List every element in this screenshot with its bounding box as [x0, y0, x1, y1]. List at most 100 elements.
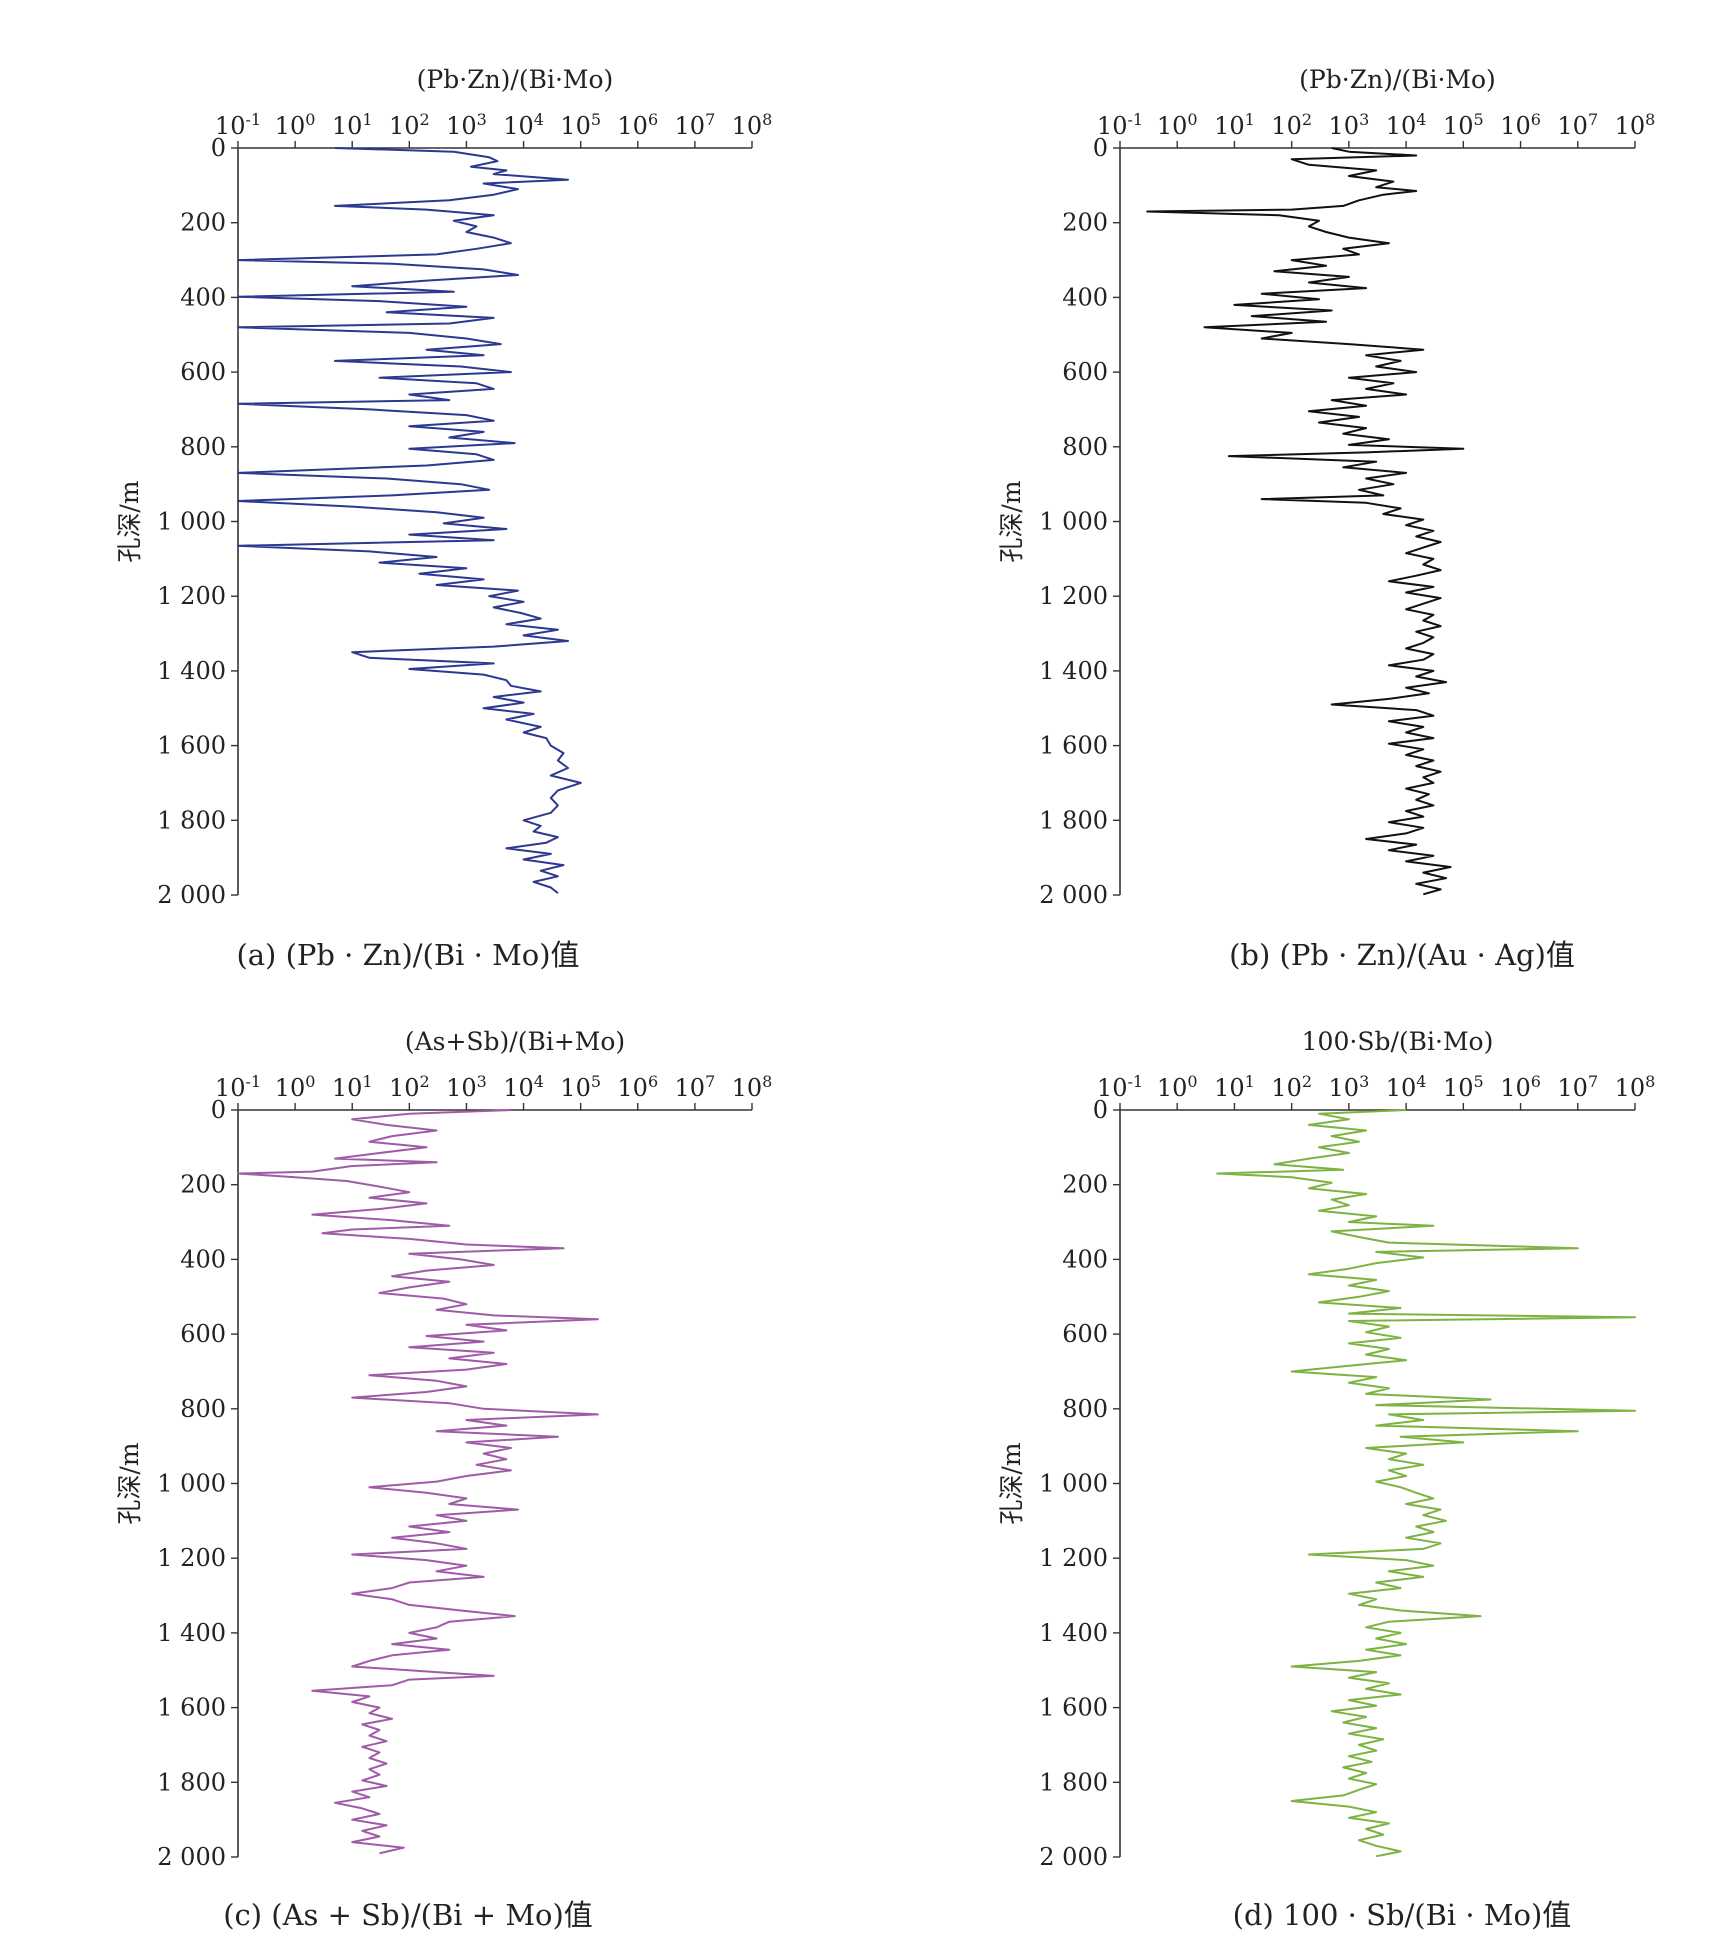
x-tick-label: 106: [1500, 110, 1541, 140]
x-tick-label: 104: [503, 1072, 544, 1102]
x-tick-label: 106: [617, 110, 658, 140]
y-tick-label: 1 000: [157, 508, 226, 536]
series-line-c: [237, 1109, 599, 1855]
y-tick-label: 200: [180, 1171, 226, 1199]
y-tick-label: 200: [180, 209, 226, 237]
x-tick-label: 102: [1271, 1072, 1312, 1102]
y-tick-label: 800: [180, 1395, 226, 1423]
y-tick-label: 0: [1093, 134, 1108, 162]
y-tick-label: 200: [1062, 1171, 1108, 1199]
y-tick-label: 1 400: [1039, 1619, 1108, 1647]
x-tick-label: 101: [1214, 110, 1255, 140]
y-tick-label: 1 800: [157, 806, 226, 834]
x-tick-label: 106: [1500, 1072, 1541, 1102]
y-tick-label: 1 200: [1039, 1544, 1108, 1572]
x-tick-label: 101: [332, 1072, 373, 1102]
y-tick-label: 1 800: [157, 1768, 226, 1796]
x-tick-label: 104: [1386, 1072, 1427, 1102]
y-tick-label: 2 000: [157, 881, 226, 909]
x-tick-label: 105: [560, 1072, 601, 1102]
y-tick-label: 600: [180, 358, 226, 386]
x-tick-label: 100: [275, 1072, 316, 1102]
y-tick-label: 1 000: [1039, 1470, 1108, 1498]
y-tick-label: 600: [1062, 1320, 1108, 1348]
x-tick-label: 10-1: [1097, 110, 1143, 140]
x-tick-label: 104: [503, 110, 544, 140]
y-tick-label: 400: [1062, 1245, 1108, 1273]
panel-caption-b: (b) (Pb · Zn)/(Au · Ag)值: [1229, 938, 1575, 972]
panel-caption-c: (c) (As + Sb)/(Bi + Mo)值: [223, 1898, 593, 1932]
y-tick-label: 1 600: [1039, 732, 1108, 760]
y-tick-label: 1 800: [1039, 1768, 1108, 1796]
y-tick-label: 1 600: [157, 1694, 226, 1722]
y-tick-label: 2 000: [157, 1843, 226, 1871]
y-tick-label: 1 600: [1039, 1694, 1108, 1722]
panel-caption-d: (d) 100 · Sb/(Bi · Mo)值: [1233, 1898, 1572, 1932]
x-tick-label: 10-1: [1097, 1072, 1143, 1102]
y-tick-label: 800: [1062, 433, 1108, 461]
x-tick-label: 106: [617, 1072, 658, 1102]
x-tick-label: 105: [1443, 1072, 1484, 1102]
x-tick-label: 100: [275, 110, 316, 140]
chart-panel-d: 10-1 100 101 102 103 104 105 106 107 108 100·Sb/(B…: [997, 1027, 1655, 1932]
x-tick-label: 105: [1443, 110, 1484, 140]
x-tick-label: 107: [675, 110, 716, 140]
x-tick-label: 107: [675, 1072, 716, 1102]
y-tick-label: 0: [211, 134, 226, 162]
y-tick-label: 400: [180, 283, 226, 311]
x-tick-label: 100: [1157, 110, 1198, 140]
y-tick-label: 1 400: [1039, 657, 1108, 685]
y-axis-title: 孔深/m: [997, 1442, 1026, 1524]
x-tick-label: 10-1: [215, 110, 261, 140]
y-tick-label: 1 000: [157, 1470, 226, 1498]
x-axis-title: 100·Sb/(Bi·Mo): [1302, 1027, 1494, 1056]
chart-panel-b: 10-1 100 101 102 103 104 105 106 107 108 (Pb·Zn)/(…: [997, 65, 1655, 972]
x-tick-label: 102: [389, 1072, 430, 1102]
x-axis-title: (Pb·Zn)/(Bi·Mo): [1299, 65, 1496, 94]
x-tick-label: 108: [1615, 1072, 1656, 1102]
y-tick-label: 400: [1062, 283, 1108, 311]
y-tick-label: 600: [1062, 358, 1108, 386]
y-tick-label: 1 200: [157, 1544, 226, 1572]
x-axis-title: (As+Sb)/(Bi+Mo): [405, 1027, 625, 1056]
y-tick-label: 1 800: [1039, 806, 1108, 834]
y-tick-label: 400: [180, 1245, 226, 1273]
y-axis-title: 孔深/m: [115, 1442, 144, 1524]
x-tick-label: 101: [332, 110, 373, 140]
y-axis-title: 孔深/m: [115, 480, 144, 562]
x-tick-label: 101: [1214, 1072, 1255, 1102]
y-tick-label: 2 000: [1039, 1843, 1108, 1871]
x-tick-label: 108: [732, 1072, 773, 1102]
y-tick-label: 800: [1062, 1395, 1108, 1423]
y-tick-label: 1 400: [157, 657, 226, 685]
series-line-b: [1146, 147, 1465, 896]
x-tick-label: 104: [1386, 110, 1427, 140]
x-axis-title: (Pb·Zn)/(Bi·Mo): [417, 65, 614, 94]
y-tick-label: 1 200: [157, 582, 226, 610]
x-tick-label: 108: [732, 110, 773, 140]
y-tick-label: 1 600: [157, 732, 226, 760]
x-tick-label: 10-1: [215, 1072, 261, 1102]
y-tick-label: 1 400: [157, 1619, 226, 1647]
x-tick-label: 105: [560, 110, 601, 140]
series-line-d: [1216, 1109, 1636, 1858]
series-line-a: [237, 147, 582, 894]
x-tick-label: 103: [1329, 110, 1370, 140]
y-axis-title: 孔深/m: [997, 480, 1026, 562]
chart-panel-c: 10-1 100 101 102 103 104 105 106 107 108 (As+Sb)/(…: [115, 1027, 772, 1932]
x-tick-label: 100: [1157, 1072, 1198, 1102]
x-tick-label: 103: [446, 110, 487, 140]
y-tick-label: 200: [1062, 209, 1108, 237]
x-tick-label: 108: [1615, 110, 1656, 140]
panel-caption-a: (a) (Pb · Zn)/(Bi · Mo)值: [236, 938, 579, 972]
chart-panel-a: 10-1 100 101 102 103 104 105 106 107 108 (Pb·Zn)/(…: [115, 65, 772, 972]
y-tick-label: 1 200: [1039, 582, 1108, 610]
x-tick-label: 107: [1557, 110, 1598, 140]
x-tick-label: 103: [446, 1072, 487, 1102]
x-tick-label: 102: [389, 110, 430, 140]
y-tick-label: 800: [180, 433, 226, 461]
y-tick-label: 0: [1093, 1096, 1108, 1124]
y-tick-label: 2 000: [1039, 881, 1108, 909]
x-tick-label: 102: [1271, 110, 1312, 140]
